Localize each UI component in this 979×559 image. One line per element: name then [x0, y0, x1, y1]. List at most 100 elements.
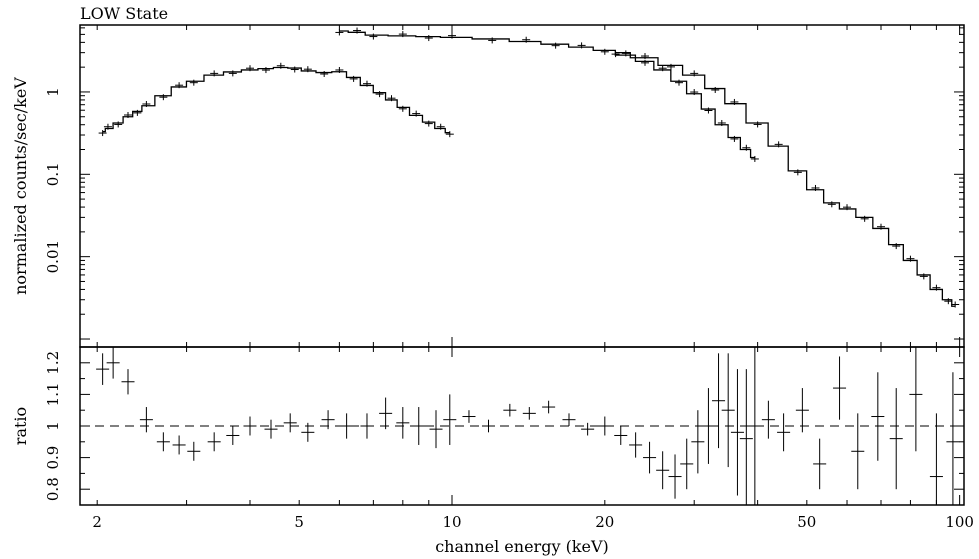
- ratio-point: [340, 413, 354, 439]
- data-point: [276, 62, 285, 69]
- ratio-tick-label: 1.1: [44, 382, 62, 406]
- ratio-point: [795, 388, 809, 433]
- ratio-point: [522, 407, 536, 420]
- ratio-point: [562, 413, 576, 426]
- ratio-point: [581, 422, 595, 436]
- data-point: [742, 144, 751, 151]
- ratio-point: [481, 419, 496, 433]
- data-point: [398, 31, 407, 38]
- ratio-point: [730, 369, 744, 496]
- data-point: [175, 82, 184, 89]
- data-point: [123, 111, 132, 118]
- ratio-point: [851, 413, 865, 490]
- data-point: [711, 86, 720, 93]
- ratio-point: [156, 432, 170, 452]
- data-point: [369, 33, 378, 40]
- data-point: [228, 70, 237, 77]
- tick-labels: 2 5 10 20 50 100 0.01 0.1 1 0.8 0.9 1 1.1 1.2: [44, 87, 974, 531]
- data-point: [621, 50, 630, 57]
- data-point: [189, 79, 198, 86]
- data-point: [375, 91, 384, 98]
- ratio-point: [379, 397, 393, 430]
- data-point: [551, 42, 560, 49]
- ratio-point: [243, 416, 257, 436]
- data-point: [387, 95, 396, 102]
- data-point: [445, 131, 454, 138]
- data-point: [674, 79, 683, 86]
- ratio-point: [360, 413, 374, 439]
- ratio-point: [691, 410, 705, 474]
- ratio-tick-label: 1.2: [44, 351, 62, 375]
- ratio-point: [739, 369, 753, 505]
- ratio-point: [813, 438, 827, 490]
- data-point: [98, 130, 107, 137]
- ratio-point: [503, 403, 517, 417]
- data-point: [641, 53, 650, 60]
- data-point: [114, 121, 123, 128]
- data-point: [488, 37, 497, 44]
- ratio-point: [909, 347, 923, 452]
- ratio-point: [946, 372, 960, 505]
- data-point: [690, 89, 699, 96]
- data-point: [753, 121, 762, 128]
- ratio-point: [614, 426, 628, 445]
- ratio-point: [643, 441, 657, 474]
- data-point: [103, 123, 112, 130]
- data-point: [827, 201, 836, 208]
- data-point: [362, 80, 371, 87]
- data-point: [133, 109, 142, 116]
- data-point: [436, 123, 445, 130]
- data-point: [860, 215, 869, 222]
- data-point: [335, 66, 344, 73]
- ratio-point: [106, 347, 120, 379]
- ratio-point: [712, 353, 726, 449]
- ratio-point: [172, 435, 186, 455]
- data-point: [448, 32, 457, 39]
- y-axis-label-ratio: ratio: [11, 407, 30, 445]
- ratio-point: [207, 432, 221, 452]
- ratio-point: [598, 416, 612, 436]
- ratio-point: [283, 413, 297, 433]
- ratio-point: [668, 454, 682, 499]
- data-point: [245, 65, 254, 72]
- ratio-point: [680, 438, 694, 490]
- ratio-point: [187, 441, 201, 461]
- x-tick-label: 50: [797, 513, 816, 531]
- data-point: [641, 59, 650, 66]
- data-point: [320, 71, 329, 78]
- data-point: [159, 94, 168, 101]
- ratio-point: [889, 388, 903, 490]
- x-axis-label: channel energy (keV): [435, 537, 609, 556]
- ratio-tick-label: 0.9: [44, 446, 62, 470]
- ratio-point: [139, 407, 153, 433]
- ratio-point: [777, 413, 791, 452]
- ratio-point: [321, 410, 335, 430]
- ratio-tick-label: 1: [44, 421, 62, 431]
- data-point: [261, 67, 270, 74]
- ratio-point: [871, 372, 885, 461]
- data-point: [611, 51, 620, 58]
- data-point: [951, 301, 960, 308]
- ratio-point: [226, 426, 240, 445]
- x-tick-label: 2: [92, 513, 102, 531]
- ratio-point: [429, 410, 443, 449]
- model-line: [339, 30, 755, 159]
- data-point: [730, 98, 739, 105]
- axis-ticks: [80, 25, 964, 506]
- ratio-point: [701, 388, 715, 464]
- ratio-point: [721, 353, 735, 468]
- data-point: [303, 66, 312, 73]
- data-point: [704, 107, 713, 114]
- y-tick-label: 0.1: [44, 162, 62, 186]
- spectrum-plot: [98, 27, 960, 308]
- data-point: [932, 284, 941, 291]
- ratio-point: [301, 422, 315, 442]
- model-line: [615, 52, 956, 307]
- ratio-point: [412, 407, 426, 445]
- data-point: [944, 298, 953, 305]
- ratio-point: [761, 400, 775, 439]
- ratio-point: [396, 407, 410, 439]
- data-point: [843, 204, 852, 211]
- ratio-point: [929, 413, 943, 505]
- ratio-point: [121, 369, 135, 395]
